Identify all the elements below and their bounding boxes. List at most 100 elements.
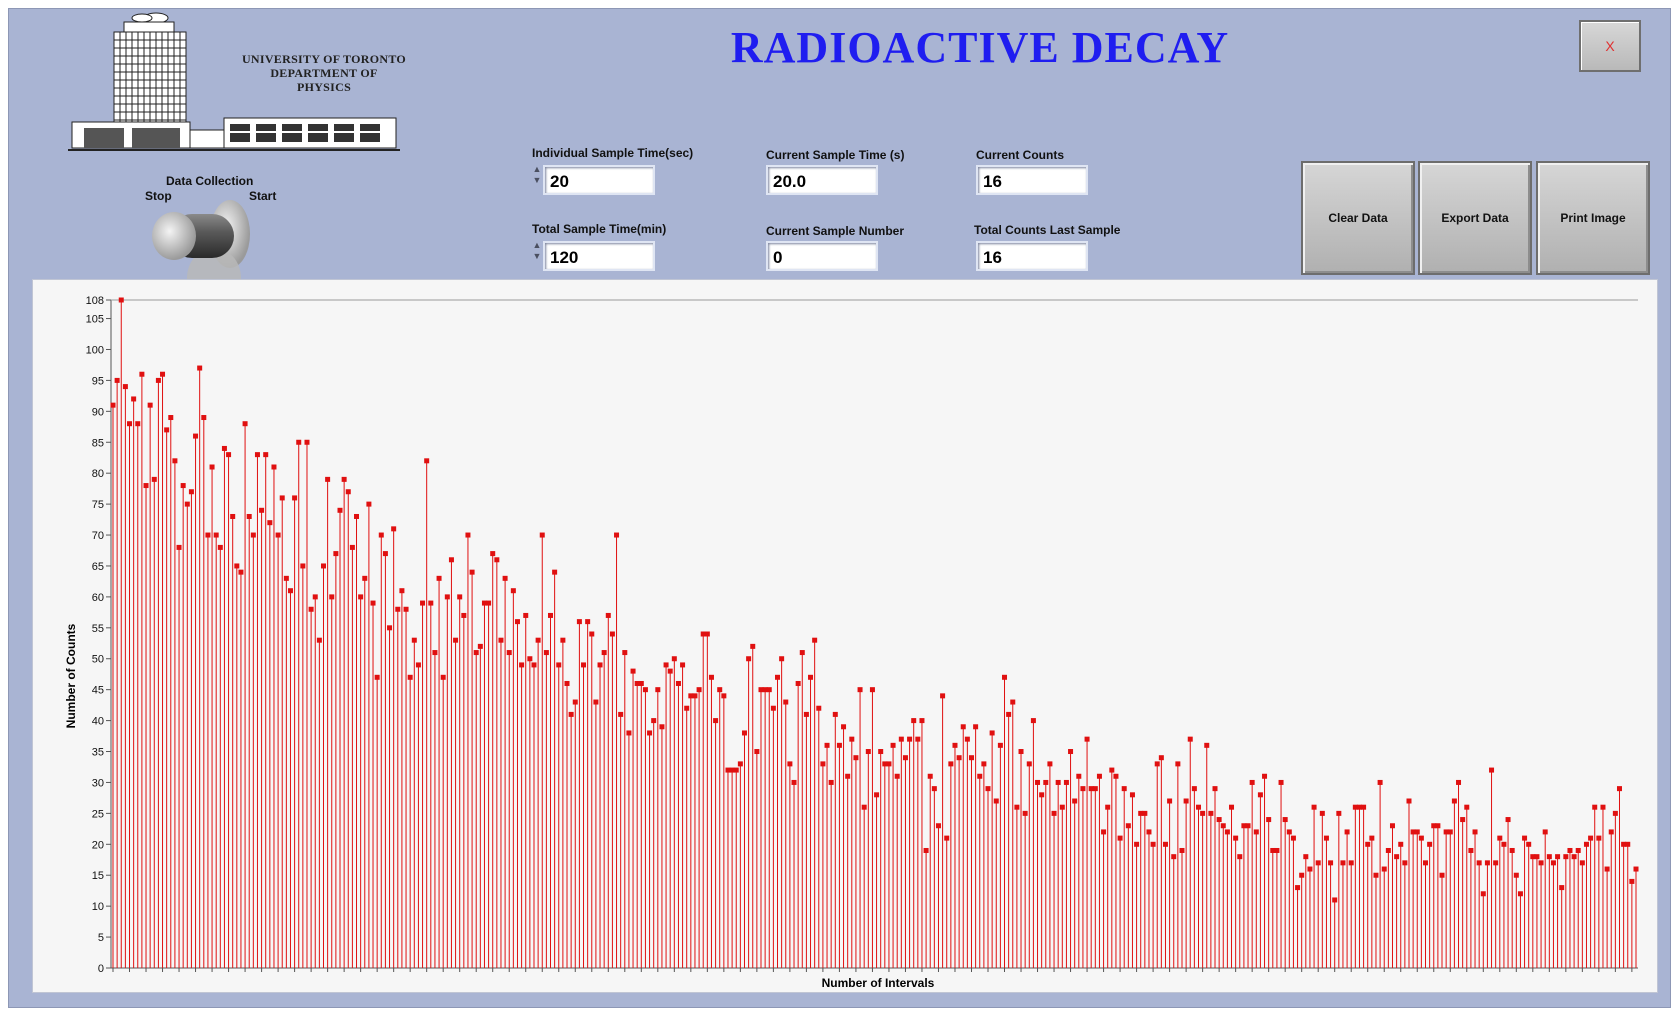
data-point xyxy=(614,532,620,538)
data-point xyxy=(1443,829,1449,835)
data-point xyxy=(1191,786,1197,792)
data-point xyxy=(308,606,314,612)
data-point xyxy=(1179,847,1185,853)
data-point xyxy=(609,631,615,637)
data-point xyxy=(325,476,331,482)
data-point xyxy=(1026,761,1032,767)
data-point xyxy=(675,680,681,686)
data-point xyxy=(766,687,772,693)
total-counts-last-sample-label: Total Counts Last Sample xyxy=(974,223,1121,237)
data-point xyxy=(803,711,809,717)
data-point xyxy=(799,650,805,656)
data-point xyxy=(209,464,215,470)
data-point xyxy=(201,415,207,421)
data-point xyxy=(1418,835,1424,841)
data-point xyxy=(514,619,520,625)
data-point xyxy=(205,532,211,538)
data-point xyxy=(572,699,578,705)
data-point xyxy=(597,662,603,668)
data-point xyxy=(481,600,487,606)
total-sample-time-spinner[interactable]: ▲ ▼ xyxy=(532,240,542,261)
data-point xyxy=(733,767,739,773)
data-point xyxy=(1282,817,1288,823)
data-point xyxy=(1451,798,1457,804)
data-point xyxy=(659,724,665,730)
data-point xyxy=(1311,804,1317,810)
x-axis-label: Number of Intervals xyxy=(822,976,935,990)
data-point xyxy=(989,730,995,736)
y-tick-label: 20 xyxy=(92,839,104,851)
total-sample-time-field[interactable]: 120 xyxy=(543,241,655,271)
data-point xyxy=(1402,860,1408,866)
data-point xyxy=(1373,872,1379,878)
y-tick-label: 75 xyxy=(92,499,104,511)
data-point xyxy=(832,711,838,717)
data-point xyxy=(618,711,624,717)
data-point xyxy=(1068,749,1074,755)
data-point xyxy=(275,532,281,538)
logo-line-2: DEPARTMENT OF xyxy=(270,66,378,80)
app-title: RADIOACTIVE DECAY xyxy=(730,23,1230,72)
data-point xyxy=(993,798,999,804)
current-counts-field: 16 xyxy=(976,165,1088,195)
data-point xyxy=(692,693,698,699)
data-point xyxy=(494,557,500,563)
data-point xyxy=(531,662,537,668)
data-point xyxy=(1340,860,1346,866)
data-point xyxy=(1389,823,1395,829)
print-image-button[interactable]: Print Image xyxy=(1536,161,1650,275)
individual-sample-time-spinner[interactable]: ▲ ▼ xyxy=(532,164,542,185)
data-point xyxy=(246,513,252,519)
data-point xyxy=(473,650,479,656)
data-point xyxy=(1315,860,1321,866)
data-point xyxy=(1270,847,1276,853)
data-point xyxy=(160,371,166,377)
data-point xyxy=(283,575,289,581)
data-point xyxy=(741,730,747,736)
data-point xyxy=(923,847,929,853)
data-point xyxy=(605,612,611,618)
data-point xyxy=(354,513,360,519)
data-point xyxy=(1365,841,1371,847)
data-point xyxy=(519,662,525,668)
data-point xyxy=(1328,860,1334,866)
data-point xyxy=(1621,841,1627,847)
data-point xyxy=(1266,817,1272,823)
data-point xyxy=(1394,854,1400,860)
data-point xyxy=(812,637,818,643)
switch-stop-label: Stop xyxy=(145,189,172,203)
data-point xyxy=(151,476,157,482)
data-point xyxy=(944,835,950,841)
data-point xyxy=(391,526,397,532)
data-point xyxy=(593,699,599,705)
data-point xyxy=(1245,823,1251,829)
data-point xyxy=(453,637,459,643)
data-point xyxy=(1125,823,1131,829)
data-point xyxy=(1377,779,1383,785)
clear-data-button[interactable]: Clear Data xyxy=(1301,161,1415,275)
data-point xyxy=(337,507,343,513)
data-point xyxy=(271,464,277,470)
y-tick-label: 105 xyxy=(86,314,104,326)
data-point xyxy=(242,421,248,427)
data-point xyxy=(1530,854,1536,860)
close-button[interactable]: X xyxy=(1579,20,1641,72)
data-point xyxy=(304,439,310,445)
data-point xyxy=(775,674,781,680)
data-point xyxy=(861,804,867,810)
data-point xyxy=(1035,779,1041,785)
data-point xyxy=(1150,841,1156,847)
data-point xyxy=(1616,786,1622,792)
data-point xyxy=(1216,817,1222,823)
data-point xyxy=(118,297,124,303)
data-point xyxy=(122,384,128,390)
individual-sample-time-field[interactable]: 20 xyxy=(543,165,655,195)
data-point xyxy=(671,656,677,662)
data-point xyxy=(849,736,855,742)
data-point xyxy=(1257,792,1263,798)
export-data-button[interactable]: Export Data xyxy=(1418,161,1532,275)
data-point xyxy=(267,520,273,526)
data-point xyxy=(1369,835,1375,841)
data-point xyxy=(1608,829,1614,835)
data-point xyxy=(746,656,752,662)
